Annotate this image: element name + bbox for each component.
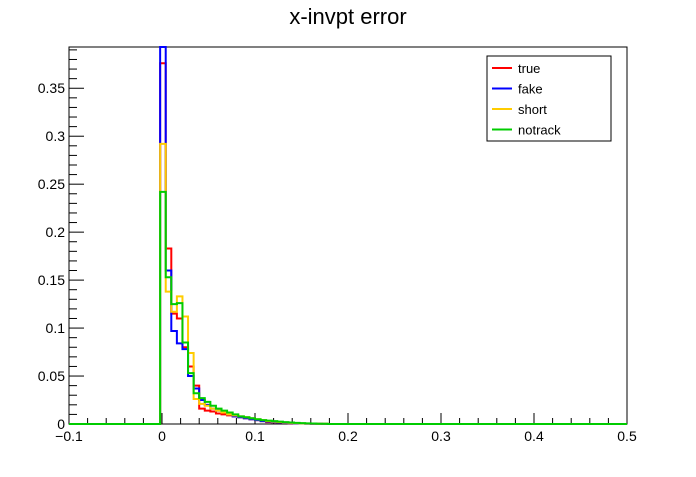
x-tick-label: 0.2 bbox=[338, 428, 358, 444]
y-tick-label: 0.35 bbox=[38, 80, 65, 96]
series-group bbox=[69, 46, 627, 425]
y-tick-label: 0.2 bbox=[46, 224, 66, 240]
chart-title: x-invpt error bbox=[289, 4, 406, 29]
y-tick-label: 0.05 bbox=[38, 368, 65, 384]
legend: true fake short notrack bbox=[486, 55, 612, 142]
x-tick-label: 0.4 bbox=[524, 428, 544, 444]
y-tick-label: 0.25 bbox=[38, 176, 65, 192]
legend-label-fake: fake bbox=[518, 82, 543, 97]
y-tick-label: 0.15 bbox=[38, 272, 65, 288]
legend-label-short: short bbox=[518, 102, 547, 117]
x-tick-label: 0.1 bbox=[245, 428, 265, 444]
series-line-short bbox=[69, 142, 627, 425]
y-tick-label: 0.1 bbox=[46, 320, 66, 336]
y-tick-label: 0.3 bbox=[46, 128, 66, 144]
y-tick-label: 0 bbox=[57, 416, 65, 432]
legend-label-true: true bbox=[518, 61, 540, 76]
x-tick-label: 0.5 bbox=[617, 428, 637, 444]
x-tick-label: 0 bbox=[158, 428, 166, 444]
x-tick-label: −0.1 bbox=[55, 428, 83, 444]
legend-box bbox=[486, 55, 612, 142]
legend-label-notrack: notrack bbox=[518, 123, 561, 138]
x-tick-label: 0.3 bbox=[431, 428, 451, 444]
series-line-notrack bbox=[69, 190, 627, 425]
